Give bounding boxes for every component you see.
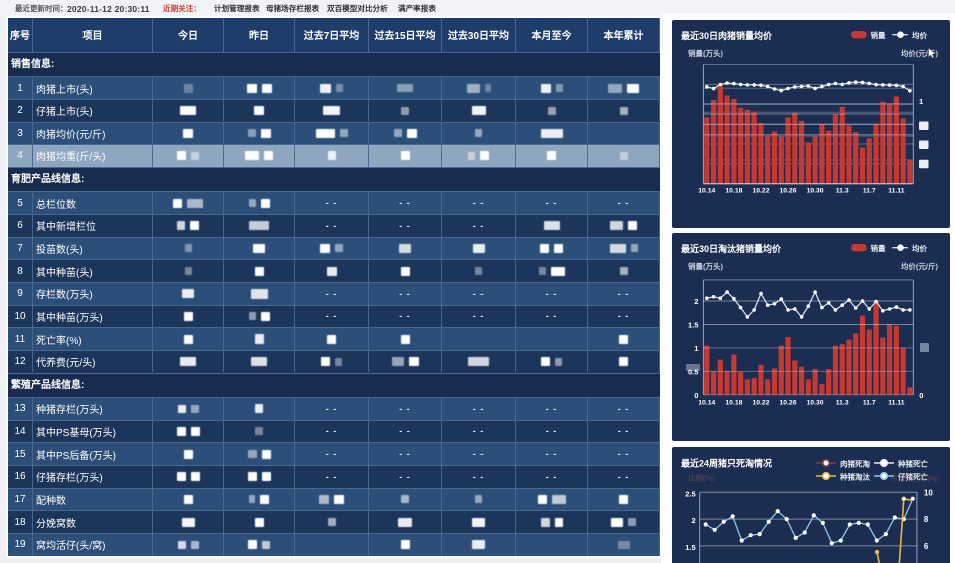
svg-text:均价: 均价 [912, 30, 927, 40]
svg-text:1.5: 1.5 [688, 321, 698, 330]
svg-text:10.26: 10.26 [779, 400, 796, 407]
svg-text:仔猪死亡率(%): 仔猪死亡率(%) [890, 473, 940, 483]
svg-text:2: 2 [692, 516, 696, 525]
svg-text:销量(万头): 销量(万头) [688, 48, 723, 58]
svg-text:种猪死亡: 种猪死亡 [897, 458, 928, 468]
svg-text:2.5: 2.5 [685, 489, 695, 498]
svg-text:销量: 销量 [871, 243, 886, 253]
svg-text:11.3: 11.3 [836, 187, 849, 194]
svg-text:10.18: 10.18 [725, 400, 742, 407]
svg-text:0: 0 [694, 391, 698, 400]
svg-text:0: 0 [919, 391, 923, 400]
svg-text:种猪淘汰: 种猪淘汰 [839, 471, 870, 481]
svg-text:11.11: 11.11 [888, 187, 904, 194]
svg-text:1: 1 [694, 344, 698, 353]
svg-text:2: 2 [694, 297, 698, 306]
svg-text:10.18: 10.18 [725, 187, 742, 194]
svg-text:10.22: 10.22 [752, 400, 769, 407]
svg-text:1: 1 [919, 97, 923, 106]
svg-text:10: 10 [924, 488, 933, 497]
svg-text:肉猪死淘: 肉猪死淘 [840, 458, 870, 468]
svg-text:均价(元/斤): 均价(元/斤) [901, 261, 939, 271]
svg-text:最近24周猪只死淘情况: 最近24周猪只死淘情况 [681, 457, 772, 468]
svg-text:最近30日肉猪销量均价: 最近30日肉猪销量均价 [681, 30, 773, 41]
svg-text:10.30: 10.30 [807, 187, 824, 194]
svg-text:10.30: 10.30 [807, 400, 824, 407]
svg-text:均价: 均价 [912, 243, 927, 253]
svg-text:11.3: 11.3 [836, 400, 849, 407]
svg-text:10.14: 10.14 [698, 400, 715, 407]
svg-text:8: 8 [924, 515, 929, 524]
svg-text:10.14: 10.14 [698, 187, 715, 194]
svg-text:销量: 销量 [871, 30, 886, 40]
svg-text:最近30日淘汰猪销量均价: 最近30日淘汰猪销量均价 [681, 243, 782, 254]
svg-text:6: 6 [924, 542, 929, 551]
svg-text:0.5: 0.5 [688, 368, 698, 377]
svg-text:11.11: 11.11 [888, 400, 904, 407]
svg-text:销量(万头): 销量(万头) [688, 261, 723, 271]
svg-text:10.22: 10.22 [752, 187, 769, 194]
svg-text:均价(元/斤): 均价(元/斤) [901, 48, 939, 58]
svg-text:比例(%): 比例(%) [688, 472, 715, 482]
svg-text:11.7: 11.7 [863, 187, 876, 194]
svg-text:1.5: 1.5 [685, 543, 695, 552]
svg-text:10.26: 10.26 [779, 187, 796, 194]
svg-text:仔猪死亡: 仔猪死亡 [898, 471, 928, 481]
svg-text:11.7: 11.7 [863, 400, 876, 407]
